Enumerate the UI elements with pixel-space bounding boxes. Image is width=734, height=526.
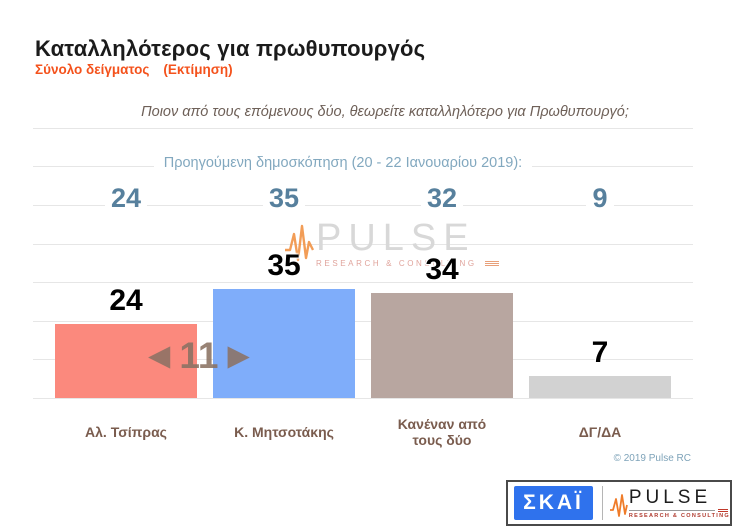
watermark-mark bbox=[484, 261, 499, 266]
gridline bbox=[33, 205, 693, 206]
bar bbox=[371, 293, 513, 398]
pulse-logo-mark bbox=[718, 508, 728, 513]
previous-value-label: 9 bbox=[555, 183, 645, 214]
gridline bbox=[33, 359, 693, 361]
sample-label: Σύνολο δείγματος bbox=[35, 62, 150, 77]
pulse-logo-word: PULSE bbox=[628, 486, 712, 508]
x-axis-line bbox=[33, 398, 693, 399]
category-label: ΔΓ/ΔΑ bbox=[578, 423, 622, 440]
previous-page-icon[interactable]: ◀ bbox=[148, 338, 171, 372]
value-label: 35 bbox=[267, 249, 301, 282]
pulse-logo: PULSE RESEARCH & CONSULTING bbox=[609, 486, 730, 519]
page-title: Καταλληλότερος για πρωθυπουργός bbox=[35, 36, 426, 61]
pulse-logo-tagline: RESEARCH & CONSULTING bbox=[628, 512, 730, 519]
watermark-brand: PULSE bbox=[316, 217, 476, 259]
gridline bbox=[33, 243, 693, 245]
previous-value-label: 32 bbox=[397, 183, 487, 214]
category-label: Αλ. Τσίπρας bbox=[85, 423, 167, 440]
page-navigator: ◀ 11 ▶ bbox=[148, 337, 250, 374]
gridline bbox=[33, 282, 693, 284]
pulse-heartbeat-icon bbox=[285, 224, 314, 262]
estimate-label: (Εκτίμηση) bbox=[163, 62, 233, 77]
bar bbox=[529, 376, 671, 398]
pulse-watermark: PULSE RESEARCH & CONSULTING bbox=[284, 219, 499, 268]
bar bbox=[213, 289, 355, 398]
pulse-logo-rule bbox=[628, 510, 715, 511]
value-label: 34 bbox=[425, 253, 459, 286]
gridline bbox=[33, 320, 693, 322]
previous-value-label: 24 bbox=[81, 183, 171, 214]
page-subtitle: Σύνολο δείγματος (Εκτίμηση) bbox=[35, 62, 233, 77]
copyright-notice: © 2019 Pulse RC bbox=[613, 453, 691, 464]
previous-value-label: 35 bbox=[239, 183, 329, 214]
skai-logo: ΣΚΑΪ bbox=[514, 486, 593, 520]
next-page-icon[interactable]: ▶ bbox=[227, 338, 250, 372]
logo-strip: ΣΚΑΪ PULSE RESEARCH & CONSULTING bbox=[506, 480, 732, 526]
category-label: Κανέναν από τους δύο bbox=[397, 415, 487, 448]
bar bbox=[55, 324, 197, 398]
category-label: Κ. Μητσοτάκης bbox=[234, 423, 334, 440]
previous-poll-label: Προηγούμενη δημοσκόπηση (20 - 22 Ιανουαρ… bbox=[33, 155, 653, 171]
watermark-tagline: RESEARCH & CONSULTING bbox=[316, 259, 477, 268]
page-number: 11 bbox=[179, 335, 219, 376]
value-label: 24 bbox=[109, 284, 143, 317]
survey-question: Ποιον από τους επόμενους δύο, θεωρείτε κ… bbox=[141, 104, 629, 120]
pulse-heartbeat-icon bbox=[609, 493, 628, 517]
gridline bbox=[33, 127, 693, 129]
logo-divider bbox=[601, 486, 603, 520]
value-label: 7 bbox=[591, 336, 609, 369]
